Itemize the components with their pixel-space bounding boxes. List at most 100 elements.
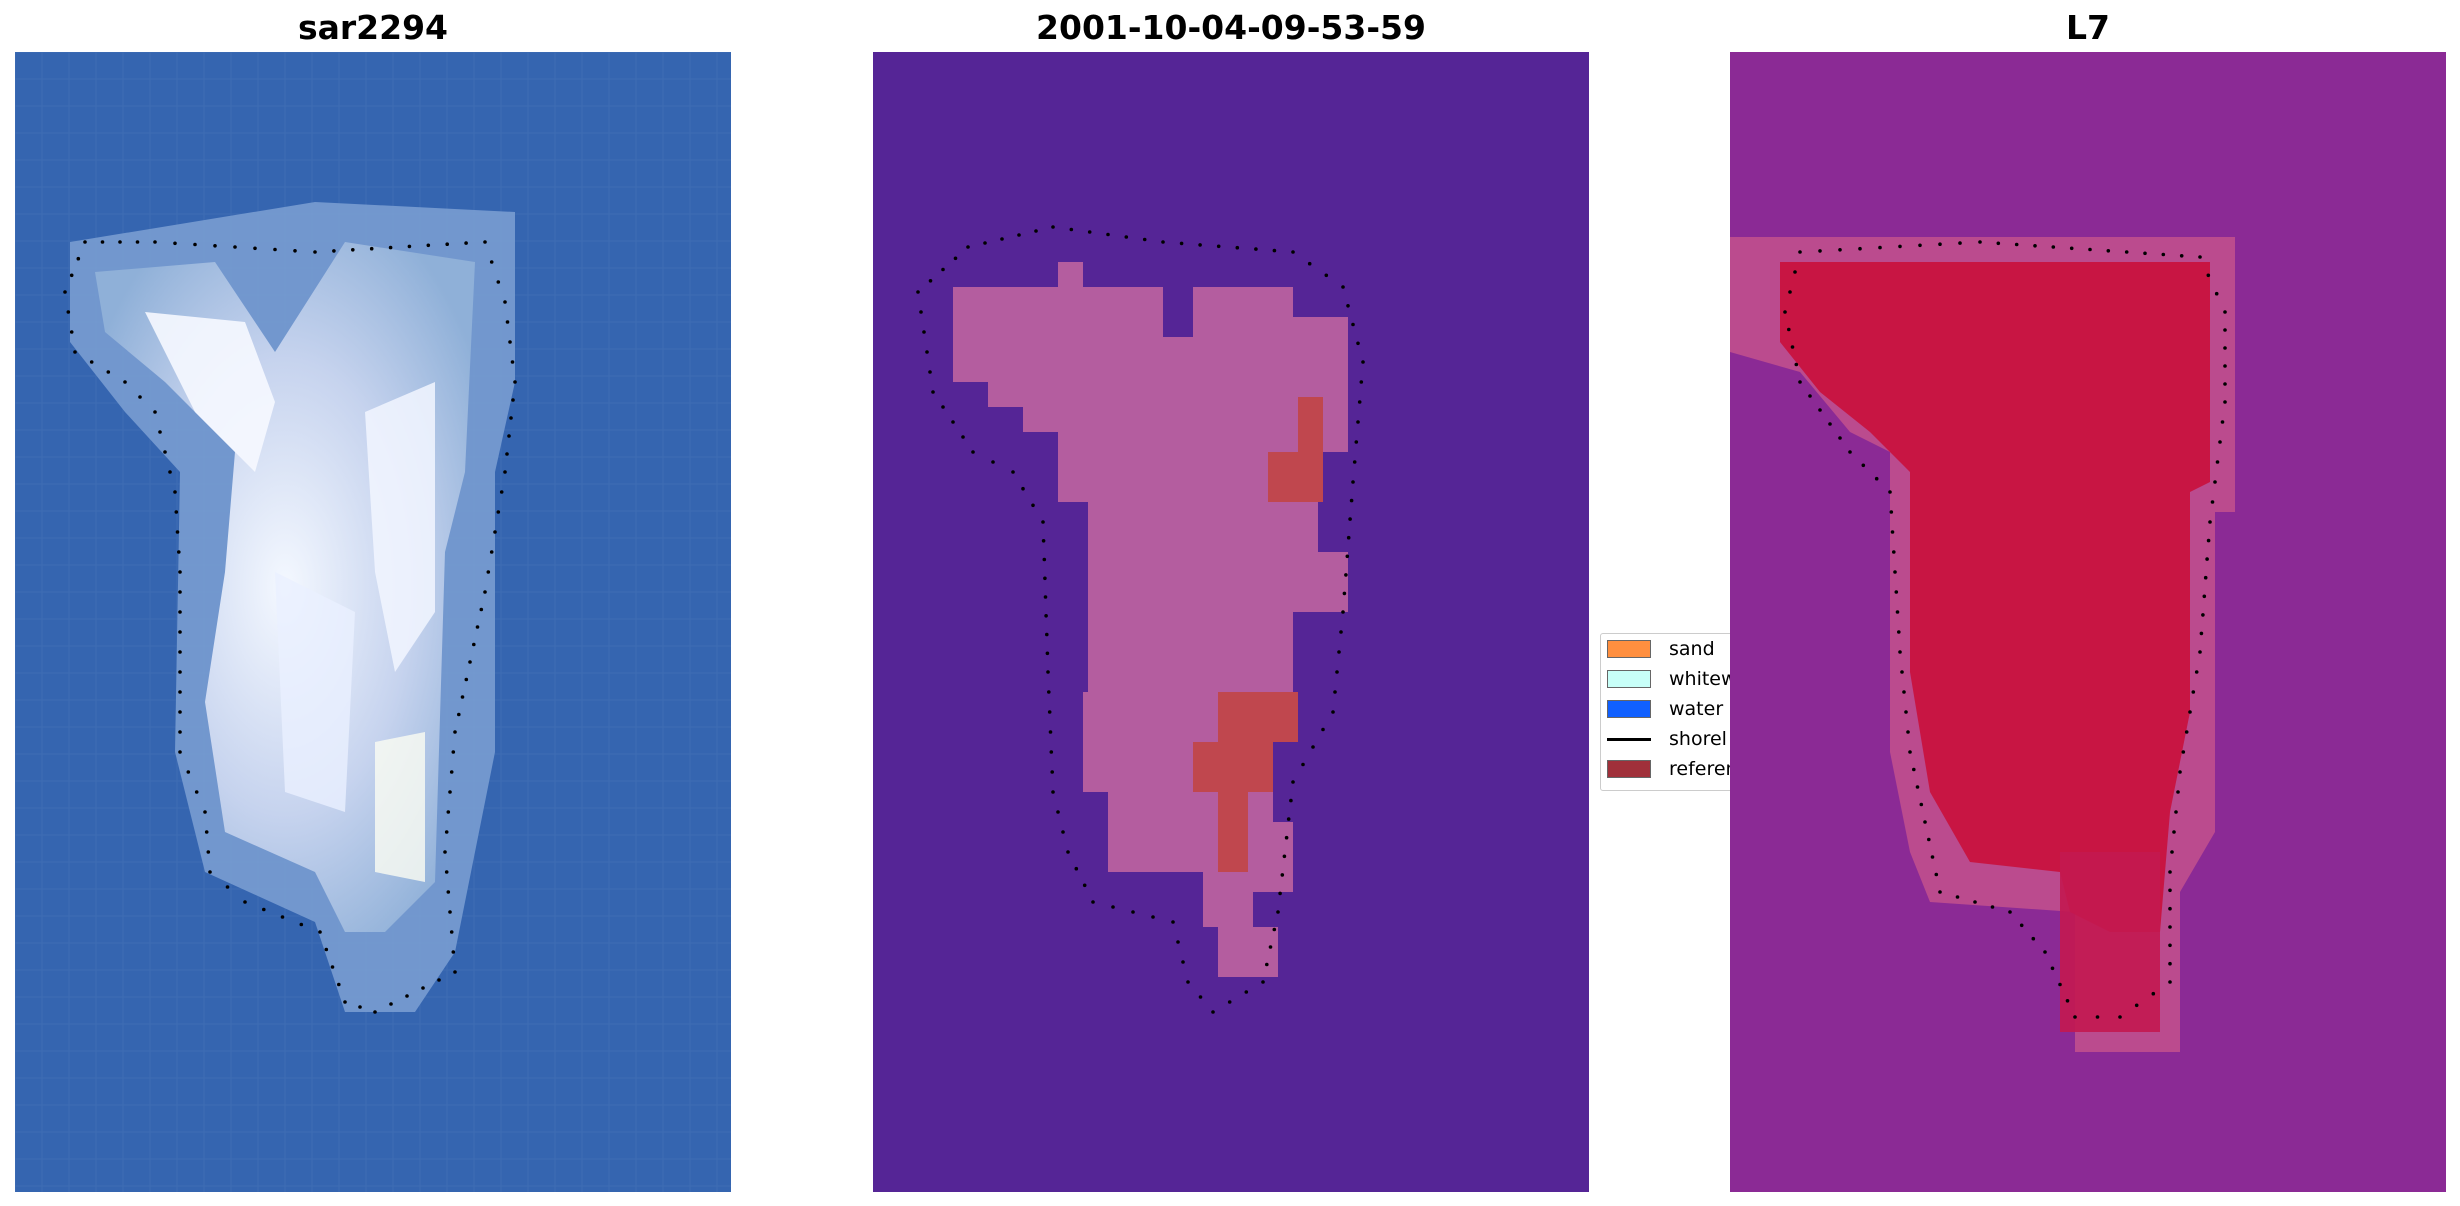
shoreline-dot [213, 244, 217, 248]
shoreline-dot [2168, 870, 2172, 874]
shoreline-dot [1341, 285, 1345, 289]
shoreline-dot [1838, 436, 1842, 440]
shoreline-dot [1898, 650, 1902, 654]
shoreline-dot [1282, 854, 1287, 859]
shoreline-dot [1254, 247, 1258, 251]
shoreline-dot [1198, 995, 1203, 999]
shoreline-dot [1357, 400, 1362, 404]
shoreline-dot [343, 1000, 347, 1004]
legend-item-reference: referen [1607, 756, 1733, 782]
shoreline-dot [1790, 345, 1795, 349]
shoreline-dot [2168, 943, 2172, 948]
shoreline-dot [1352, 460, 1357, 464]
shoreline-dots [916, 225, 1365, 1014]
l7-image-panel [1730, 52, 2446, 1192]
shoreline-dot [2214, 291, 2219, 296]
shoreline-dot [460, 695, 465, 699]
shoreline-dot [1301, 762, 1305, 767]
shoreline-dot [1356, 420, 1360, 424]
shoreline-dot [178, 690, 182, 694]
shoreline-dot [1818, 408, 1822, 412]
shoreline-dot [1359, 380, 1364, 384]
shoreline-dot [123, 380, 127, 384]
shoreline-dot [457, 712, 461, 717]
shoreline-dot [1047, 690, 1051, 694]
shoreline-dot [1321, 727, 1325, 732]
legend-item-shoreline: shorel [1607, 726, 1727, 752]
sar-image-panel [15, 52, 731, 1192]
shoreline-dot [2043, 950, 2047, 954]
shoreline-dot [1041, 520, 1045, 524]
shoreline-dot [1291, 250, 1295, 254]
shoreline-dot [443, 850, 447, 854]
shoreline-dot [1337, 650, 1341, 654]
classified-image-panel [873, 52, 1589, 1192]
shoreline-dot [2223, 400, 2227, 404]
shoreline-dot [2223, 382, 2227, 386]
shoreline-dot [330, 965, 335, 969]
shoreline-dot [2223, 364, 2227, 368]
shoreline-dot [106, 370, 111, 374]
shoreline-dot [513, 380, 517, 384]
shoreline-dot [351, 248, 355, 252]
shoreline-dot [153, 240, 157, 244]
shoreline-dot [2151, 991, 2156, 996]
shoreline-dot [1047, 710, 1052, 714]
shoreline-dot [2088, 247, 2092, 252]
shoreline-dot [2168, 906, 2172, 911]
shoreline-dot [1043, 576, 1047, 581]
shoreline-dot [2202, 594, 2207, 599]
shoreline-dot [1861, 463, 1866, 468]
shoreline-dot [178, 590, 182, 594]
shoreline-dot [453, 970, 457, 974]
shoreline-dot [468, 660, 472, 664]
legend-label: whitew [1669, 668, 1734, 690]
shoreline-dot [1906, 730, 1910, 734]
legend-label: water [1669, 698, 1724, 720]
shoreline-dot [1051, 790, 1055, 794]
shoreline-dot [405, 994, 409, 998]
shoreline-dot [1893, 570, 1897, 574]
shoreline-dot [1048, 730, 1053, 734]
shoreline-dot [1272, 248, 1277, 253]
shoreline-dot [2223, 346, 2227, 350]
shoreline-dot [1181, 960, 1185, 964]
shoreline-dot [489, 260, 494, 264]
shoreline-dot [1074, 866, 1079, 871]
shoreline-dot [178, 670, 182, 674]
shoreline-dot [2174, 810, 2178, 814]
shoreline-dot [953, 256, 958, 261]
shoreline-dot [1938, 242, 1942, 246]
shoreline-dot [444, 870, 449, 874]
shoreline-dot [2124, 250, 2129, 254]
shoreline-dot [1923, 820, 1927, 824]
shoreline-dot [2008, 910, 2012, 914]
shoreline-dot [1990, 905, 1995, 909]
shoreline-dot [1216, 244, 1221, 249]
shoreline-dot [178, 710, 182, 714]
shoreline-dot [1339, 630, 1343, 634]
shoreline-dot [1904, 710, 1908, 714]
shoreline-dot [449, 930, 454, 934]
shoreline-dot [177, 550, 181, 554]
shoreline-dot [489, 550, 494, 554]
shoreline-dot [493, 530, 497, 534]
shoreline-dot [135, 240, 140, 244]
shoreline-dot [178, 750, 182, 754]
shoreline-dot [2188, 710, 2192, 714]
shoreline-dot [100, 240, 105, 244]
shoreline-dot [369, 246, 374, 251]
shoreline-dot [2168, 980, 2172, 984]
shoreline-dot [1284, 835, 1289, 840]
shoreline-dot [76, 256, 81, 261]
shoreline-dot [163, 450, 167, 454]
shoreline-dot [1348, 517, 1352, 521]
shoreline-dot [1794, 362, 1799, 367]
shoreline-dot [358, 1005, 362, 1009]
shoreline-dot [1278, 891, 1282, 896]
shoreline-dot [1011, 470, 1015, 474]
water-swatch [1607, 700, 1651, 718]
shoreline-dot [193, 242, 197, 247]
shoreline-dot [1291, 780, 1295, 784]
shoreline-dot [1046, 670, 1050, 674]
